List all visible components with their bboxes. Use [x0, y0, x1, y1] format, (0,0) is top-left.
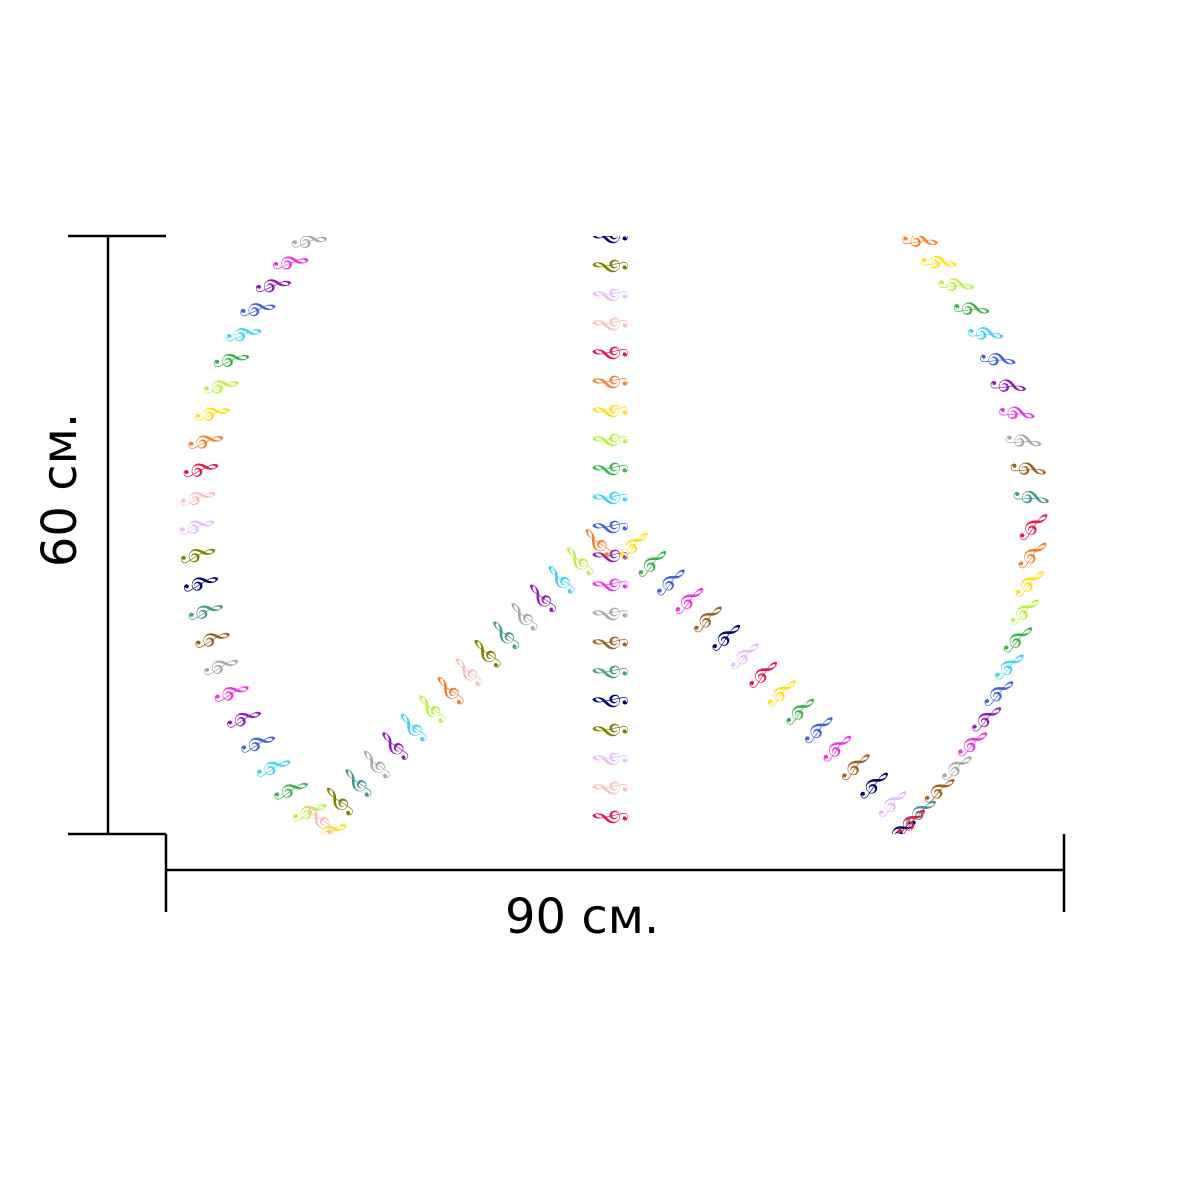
treble-clef-icon: 𝄞: [1010, 457, 1048, 479]
treble-clef-icon: 𝄞: [428, 892, 468, 925]
width-label: 90 см.: [505, 889, 660, 945]
treble-clef-icon: 𝄞: [455, 903, 495, 936]
treble-clef-icon: 𝄞: [761, 891, 801, 926]
treble-clef-icon: 𝄞: [593, 780, 629, 798]
treble-clef-icon: 𝄞: [596, 97, 633, 118]
treble-clef-icon: 𝄞: [290, 228, 329, 253]
treble-clef-icon: 𝄞: [937, 274, 974, 294]
treble-clef-icon: 𝄞: [511, 105, 549, 127]
treble-clef-icon: 𝄞: [593, 287, 629, 305]
treble-clef-icon: 𝄞: [456, 120, 494, 142]
treble-clef-icon: 𝄞: [354, 172, 392, 196]
treble-clef-icon: 𝄞: [593, 374, 629, 392]
treble-clef-icon: 𝄞: [1005, 429, 1043, 451]
treble-clef-icon: 𝄞: [593, 461, 629, 479]
treble-clef-icon: 𝄞: [271, 249, 310, 274]
treble-clef-icon: 𝄞: [593, 258, 629, 276]
treble-clef-icon: 𝄞: [178, 483, 218, 511]
treble-clef-icon: 𝄞: [331, 189, 370, 213]
treble-clef-icon: 𝄞: [707, 910, 747, 945]
treble-clef-icon: 𝄞: [998, 401, 1036, 423]
treble-clef-icon: 𝄞: [593, 751, 629, 769]
treble-clef-icon: 𝄞: [185, 427, 225, 454]
treble-clef-icon: 𝄞: [624, 98, 661, 118]
treble-clef-icon: 𝄞: [920, 251, 957, 271]
treble-clef-icon: 𝄞: [593, 490, 629, 508]
treble-clef-icon: 𝄞: [814, 159, 850, 177]
treble-clef-icon: 𝄞: [593, 229, 629, 247]
treble-clef-icon: 𝄞: [192, 623, 232, 652]
treble-clef-icon: 𝄞: [429, 130, 467, 153]
treble-clef-icon: 𝄞: [539, 100, 577, 121]
treble-clef-icon: 𝄞: [837, 174, 873, 192]
treble-clef-icon: 𝄞: [681, 106, 718, 125]
treble-clef-icon: 𝄞: [238, 295, 277, 321]
treble-clef-icon: 𝄞: [567, 98, 604, 119]
treble-clef-icon: 𝄞: [736, 122, 772, 141]
treble-clef-icon: 𝄞: [882, 210, 919, 229]
treble-clef-icon: 𝄞: [990, 374, 1028, 395]
treble-clef-icon: 𝄞: [201, 372, 240, 399]
treble-clef-icon: 𝄞: [709, 113, 746, 132]
treble-clef-icon: 𝄞: [1012, 485, 1050, 508]
treble-clef-icon: 𝄞: [201, 650, 241, 679]
treble-clef-icon: 𝄞: [1014, 506, 1052, 544]
treble-clef-icon: 𝄞: [593, 722, 629, 740]
treble-clef-icon: 𝄞: [789, 145, 825, 163]
treble-clef-icon: 𝄞: [483, 112, 521, 134]
treble-clef-icon: 𝄞: [353, 851, 393, 883]
width-dimension-line: [164, 834, 1066, 912]
treble-clef-icon: 𝄞: [593, 403, 629, 421]
treble-clef-icon: 𝄞: [177, 511, 217, 539]
treble-clef-icon: 𝄞: [787, 879, 827, 914]
treble-clef-icon: 𝄞: [593, 345, 629, 363]
treble-clef-icon: 𝄞: [593, 606, 629, 624]
treble-clef-icon: 𝄞: [593, 664, 629, 682]
treble-clef-icon: 𝄞: [902, 230, 939, 249]
treble-clef-icon: 𝄞: [836, 849, 875, 885]
treble-clef-icon: 𝄞: [859, 832, 898, 868]
treble-clef-icon: 𝄞: [181, 455, 221, 482]
treble-clef-icon: 𝄞: [593, 548, 629, 566]
treble-clef-icon: 𝄞: [593, 577, 629, 595]
treble-clef-icon: 𝄞: [253, 751, 293, 782]
treble-clef-icon: 𝄞: [402, 880, 442, 912]
treble-clef-icon: 𝄞: [178, 540, 218, 568]
treble-clef-icon: 𝄞: [185, 596, 225, 625]
treble-clef-icon: 𝄞: [735, 902, 775, 937]
treble-clef-icon: 𝄞: [310, 207, 349, 231]
treble-clef-icon: 𝄞: [680, 917, 720, 952]
treble-clef-icon: 𝄞: [593, 693, 629, 711]
treble-clef-icon: 𝄞: [593, 635, 629, 653]
treble-clef-peace-sign: 𝄞𝄞𝄞𝄞𝄞𝄞𝄞𝄞𝄞𝄞𝄞𝄞𝄞𝄞𝄞𝄞𝄞𝄞𝄞𝄞𝄞𝄞𝄞𝄞𝄞𝄞𝄞𝄞𝄞𝄞𝄞𝄞𝄞𝄞𝄞𝄞𝄞𝄞𝄞𝄞…: [177, 97, 1052, 952]
treble-clef-icon: 𝄞: [593, 809, 629, 827]
treble-clef-icon: 𝄞: [653, 101, 690, 121]
treble-clef-icon: 𝄞: [593, 519, 629, 537]
treble-clef-icon: 𝄞: [181, 568, 221, 597]
height-label: 60 см.: [32, 412, 88, 568]
treble-clef-icon: 𝄞: [254, 271, 293, 296]
treble-clef-icon: 𝄞: [378, 156, 416, 179]
treble-clef-icon: 𝄞: [860, 191, 896, 210]
treble-clef-icon: 𝄞: [763, 132, 799, 150]
treble-clef-icon: 𝄞: [979, 348, 1017, 369]
treble-clef-icon: 𝄞: [211, 346, 250, 372]
treble-clef-icon: 𝄞: [967, 322, 1004, 343]
treble-clef-icon: 𝄞: [331, 834, 371, 866]
treble-clef-icon: 𝄞: [593, 316, 629, 334]
treble-clef-icon: 𝄞: [953, 298, 990, 318]
treble-clef-icon: 𝄞: [211, 677, 251, 707]
height-dimension-line: [68, 234, 166, 836]
treble-clef-icon: 𝄞: [403, 143, 441, 166]
treble-clef-icon: 𝄞: [192, 399, 231, 426]
treble-clef-icon: 𝄞: [593, 432, 629, 450]
treble-clef-icon: 𝄞: [270, 774, 310, 805]
treble-clef-icon: 𝄞: [224, 320, 263, 346]
treble-clef-icon: 𝄞: [223, 703, 263, 733]
treble-clef-icon: 𝄞: [237, 727, 277, 757]
